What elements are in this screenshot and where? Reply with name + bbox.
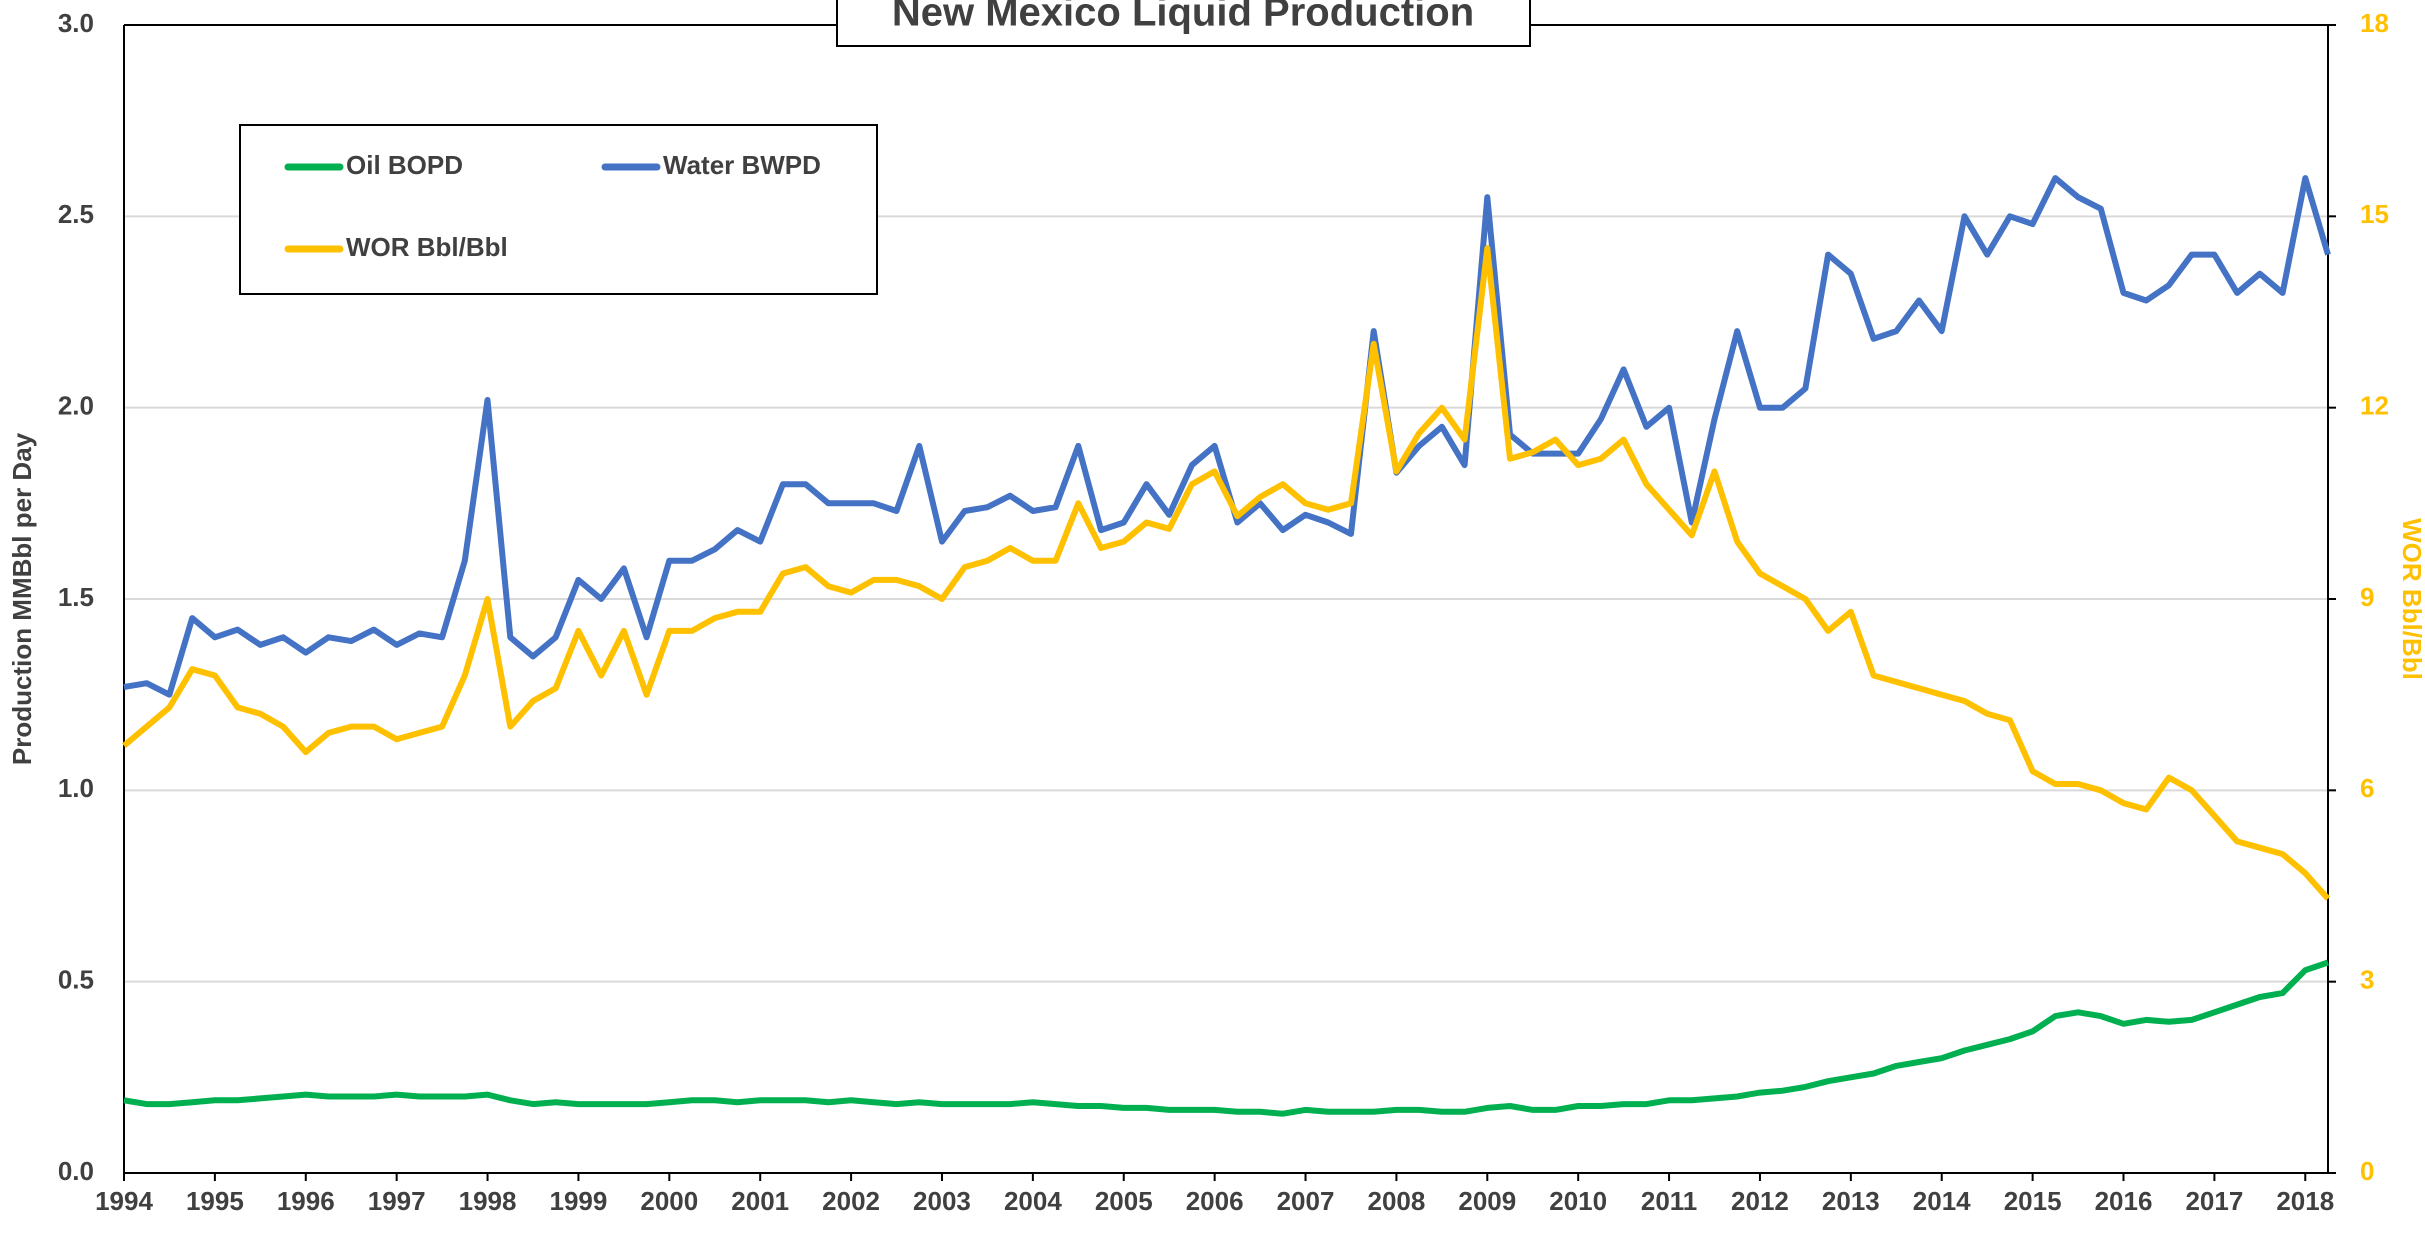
y2-tick-label: 0 <box>2360 1156 2374 1186</box>
legend: Oil BOPD Water BWPD WOR Bbl/Bbl <box>284 150 821 262</box>
y2-axis-label: WOR Bbl/Bbl <box>2397 518 2425 680</box>
series-line <box>123 175 2331 698</box>
ticks: 0.0 0.5 1.0 1.5 2.0 2.5 3.0 0 3 6 9 12 15 18 1994 1995 1… <box>58 8 2389 1216</box>
x-tick-label: 1997 <box>368 1186 426 1216</box>
x-tick-label: 2013 <box>1822 1186 1880 1216</box>
x-tick-label: 2017 <box>2185 1186 2243 1216</box>
y-tick-label: 1.0 <box>58 773 94 803</box>
chart-title: New Mexico Liquid Production <box>892 0 1474 35</box>
x-tick-label: 2006 <box>1186 1186 1244 1216</box>
lines <box>122 175 2331 1117</box>
y-tick-label: 1.5 <box>58 582 94 612</box>
legend-box <box>239 124 878 295</box>
x-tick-label: 1998 <box>459 1186 517 1216</box>
x-tick-label: 1995 <box>186 1186 244 1216</box>
legend-label: Water BWPD <box>663 150 821 180</box>
x-tick-label: 2005 <box>1095 1186 1153 1216</box>
y-tick-label: 0.5 <box>58 965 94 995</box>
x-tick-label: 2008 <box>1367 1186 1425 1216</box>
y-tick-label: 0.0 <box>58 1156 94 1186</box>
x-tick-label: 1996 <box>277 1186 335 1216</box>
x-tick-label: 1994 <box>95 1186 153 1216</box>
series-line <box>123 959 2329 1117</box>
y2-tick-label: 6 <box>2360 773 2374 803</box>
x-tick-label: 2000 <box>640 1186 698 1216</box>
y2-tick-label: 9 <box>2360 582 2374 612</box>
legend-label: Oil BOPD <box>346 150 463 180</box>
y2-tick-label: 3 <box>2360 965 2374 995</box>
x-tick-label: 2016 <box>2095 1186 2153 1216</box>
title-box <box>836 0 1531 47</box>
y2-tick-label: 12 <box>2360 391 2389 421</box>
x-tick-label: 2001 <box>731 1186 789 1216</box>
x-tick-label: 2009 <box>1458 1186 1516 1216</box>
y2-tick-label: 15 <box>2360 199 2389 229</box>
x-tick-label: 2010 <box>1549 1186 1607 1216</box>
x-tick-label: 2018 <box>2276 1186 2334 1216</box>
x-tick-label: 2012 <box>1731 1186 1789 1216</box>
y-tick-label: 2.0 <box>58 391 94 421</box>
x-tick-label: 2015 <box>2004 1186 2062 1216</box>
x-tick-label: 1999 <box>550 1186 608 1216</box>
y-axis-label: Production MMBbl per Day <box>7 432 37 765</box>
y-tick-label: 2.5 <box>58 199 94 229</box>
y2-tick-label: 18 <box>2360 8 2389 38</box>
x-tick-label: 2014 <box>1913 1186 1971 1216</box>
x-tick-label: 2003 <box>913 1186 971 1216</box>
legend-label: WOR Bbl/Bbl <box>346 232 508 262</box>
x-tick-label: 2004 <box>1004 1186 1062 1216</box>
y-tick-label: 3.0 <box>58 8 94 38</box>
x-tick-label: 2007 <box>1277 1186 1335 1216</box>
x-tick-label: 2002 <box>822 1186 880 1216</box>
series-line <box>122 245 2331 901</box>
x-tick-label: 2011 <box>1641 1186 1697 1216</box>
